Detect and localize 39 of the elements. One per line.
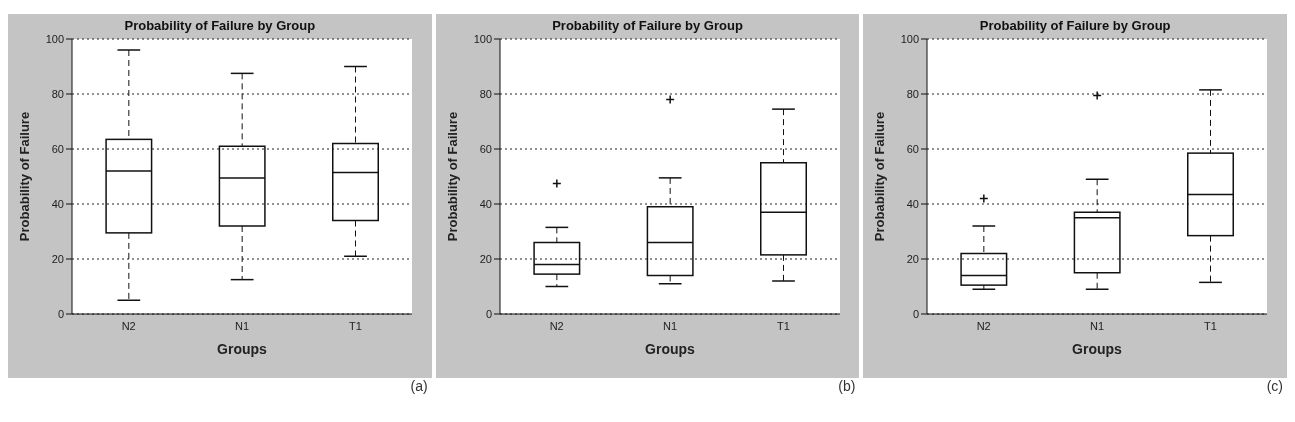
x-tick-label: T1 [1204, 319, 1218, 332]
y-tick-label: 0 [485, 307, 492, 320]
y-axis-title: Probability of Failure [871, 111, 887, 242]
x-tick-label: N2 [121, 319, 136, 332]
chart-title: Probability of Failure by Group [551, 18, 744, 33]
y-tick-label: 20 [51, 252, 64, 265]
y-tick-label: 60 [51, 142, 64, 155]
y-tick-label: 20 [479, 252, 492, 265]
y-tick-label: 40 [479, 197, 492, 210]
y-tick-label: 100 [473, 32, 492, 45]
y-tick-label: 20 [907, 252, 920, 265]
x-tick-label: N1 [662, 319, 677, 332]
x-axis-title: Groups [644, 341, 695, 357]
x-tick-label: N2 [976, 319, 992, 332]
text: (c) [1265, 378, 1284, 394]
chart-title: Probability of Failure by Group [978, 18, 1172, 33]
y-tick-label: 100 [900, 32, 920, 45]
y-tick-label: 80 [51, 87, 64, 100]
y-tick-label: 60 [907, 142, 920, 155]
text: (b) [837, 378, 857, 394]
x-tick-label: T1 [348, 319, 362, 332]
x-tick-label: N1 [1090, 319, 1105, 332]
y-tick-label: 0 [57, 307, 64, 320]
y-tick-label: 80 [907, 87, 920, 100]
y-tick-label: 60 [479, 142, 492, 155]
y-tick-label: 80 [479, 87, 492, 100]
y-tick-label: 100 [45, 32, 64, 45]
x-tick-label: N2 [549, 319, 564, 332]
y-axis-title: Probability of Failure [444, 111, 460, 242]
y-tick-label: 40 [907, 197, 920, 210]
y-tick-label: 0 [913, 307, 920, 320]
text: (a) [409, 378, 429, 394]
x-tick-label: T1 [776, 319, 790, 332]
chart-title: Probability of Failure by Group [123, 18, 317, 33]
x-axis-title: Groups [217, 341, 268, 357]
y-axis-title: Probability of Failure [16, 111, 32, 242]
x-axis-title: Groups [1072, 341, 1123, 357]
x-tick-label: N1 [234, 319, 250, 332]
y-tick-label: 40 [51, 197, 64, 210]
